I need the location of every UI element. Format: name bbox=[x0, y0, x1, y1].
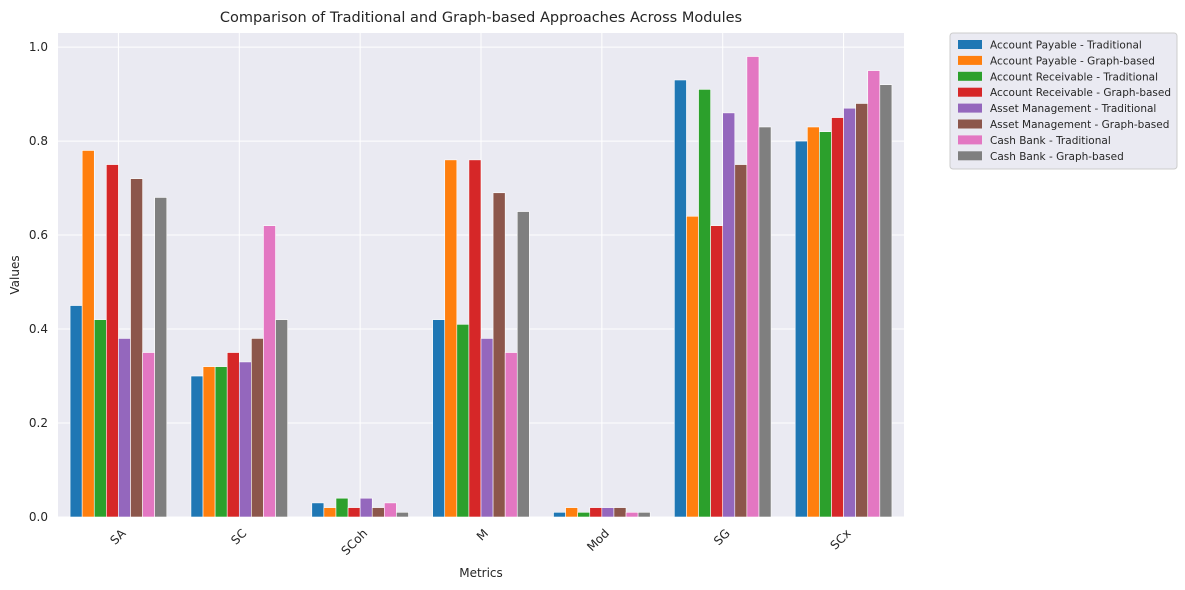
bar bbox=[118, 338, 131, 518]
bar bbox=[226, 352, 240, 518]
bar bbox=[359, 497, 373, 518]
legend: Account Payable - Traditional Account Pay… bbox=[949, 32, 1178, 170]
legend-label: Account Payable - Traditional bbox=[990, 40, 1142, 52]
bar bbox=[396, 512, 409, 518]
bar bbox=[807, 126, 820, 518]
bar bbox=[347, 507, 361, 518]
bar bbox=[686, 215, 699, 518]
bar bbox=[758, 126, 772, 518]
bar bbox=[444, 159, 458, 518]
x-tick-label: SC bbox=[228, 526, 249, 547]
bar bbox=[867, 70, 881, 518]
bar bbox=[432, 319, 446, 518]
bar bbox=[831, 117, 844, 518]
legend-label: Account Receivable - Traditional bbox=[990, 71, 1158, 83]
bar bbox=[613, 507, 627, 518]
y-tick-label: 0.6 bbox=[29, 228, 48, 242]
y-tick-label: 0.4 bbox=[29, 322, 48, 336]
legend-swatch bbox=[958, 151, 982, 161]
bar bbox=[202, 366, 216, 518]
bar bbox=[93, 319, 107, 518]
bar bbox=[734, 164, 748, 518]
bar bbox=[577, 512, 591, 518]
bar bbox=[819, 131, 832, 518]
legend-box bbox=[949, 32, 1178, 170]
bar bbox=[794, 140, 808, 518]
y-tick-label: 0.2 bbox=[29, 416, 48, 430]
chart-title: Comparison of Traditional and Graph-base… bbox=[220, 10, 742, 26]
legend-label: Asset Management - Traditional bbox=[990, 103, 1156, 115]
bar bbox=[69, 305, 83, 518]
bar bbox=[154, 197, 168, 518]
bar bbox=[190, 375, 204, 518]
bar bbox=[601, 507, 615, 518]
x-tick-label: M bbox=[474, 526, 491, 543]
bar bbox=[311, 502, 325, 518]
bar bbox=[238, 361, 252, 518]
bar bbox=[879, 84, 893, 518]
bar bbox=[81, 150, 95, 518]
x-tick-label: SCx bbox=[827, 526, 853, 552]
x-axis-ticks: SA SC SCoh M Mod SG SCx bbox=[107, 526, 853, 558]
legend-label: Account Payable - Graph-based bbox=[990, 55, 1155, 67]
bar bbox=[589, 507, 603, 518]
bar bbox=[565, 507, 578, 518]
bar bbox=[214, 366, 228, 518]
x-axis-label: Metrics bbox=[459, 566, 503, 580]
x-tick-label: SG bbox=[711, 526, 733, 548]
bar bbox=[746, 56, 760, 518]
bar bbox=[384, 502, 397, 518]
bar bbox=[456, 324, 470, 518]
legend-swatch bbox=[958, 135, 982, 145]
bar bbox=[468, 159, 482, 518]
bar bbox=[263, 225, 276, 518]
bar bbox=[130, 178, 143, 518]
bar bbox=[492, 192, 506, 518]
bar bbox=[637, 512, 651, 518]
y-axis-ticks: 0.0 0.2 0.4 0.6 0.8 1.0 bbox=[29, 40, 48, 524]
bar bbox=[855, 103, 869, 518]
y-tick-label: 1.0 bbox=[29, 40, 48, 54]
bar bbox=[275, 319, 288, 518]
bar bbox=[843, 107, 856, 518]
bar bbox=[710, 225, 724, 518]
legend-label: Account Receivable - Graph-based bbox=[990, 87, 1171, 99]
legend-label: Cash Bank - Traditional bbox=[990, 135, 1111, 147]
bar bbox=[371, 507, 385, 518]
bars-group bbox=[69, 56, 893, 518]
y-axis-label: Values bbox=[8, 255, 22, 294]
bar bbox=[516, 211, 530, 518]
x-tick-label: SCoh bbox=[338, 526, 370, 558]
legend-swatch bbox=[958, 103, 982, 113]
bar bbox=[674, 79, 687, 518]
bar bbox=[323, 507, 337, 518]
bar bbox=[106, 164, 119, 518]
legend-swatch bbox=[958, 55, 982, 65]
bar bbox=[625, 512, 639, 518]
bar bbox=[722, 112, 736, 518]
y-tick-label: 0.8 bbox=[29, 134, 48, 148]
legend-swatch bbox=[958, 71, 982, 81]
legend-swatch bbox=[958, 119, 982, 129]
bar bbox=[335, 497, 349, 518]
bar bbox=[480, 338, 494, 518]
legend-label: Cash Bank - Graph-based bbox=[990, 151, 1124, 163]
x-tick-label: SA bbox=[107, 526, 129, 548]
bar bbox=[698, 89, 711, 518]
y-tick-label: 0.0 bbox=[29, 510, 48, 524]
legend-swatch bbox=[958, 87, 982, 97]
x-tick-label: Mod bbox=[584, 526, 612, 554]
bar bbox=[553, 512, 566, 518]
legend-swatch bbox=[958, 40, 982, 49]
legend-label: Asset Management - Graph-based bbox=[990, 119, 1169, 131]
bar bbox=[251, 338, 264, 518]
bar bbox=[142, 352, 155, 518]
bar bbox=[504, 352, 518, 518]
